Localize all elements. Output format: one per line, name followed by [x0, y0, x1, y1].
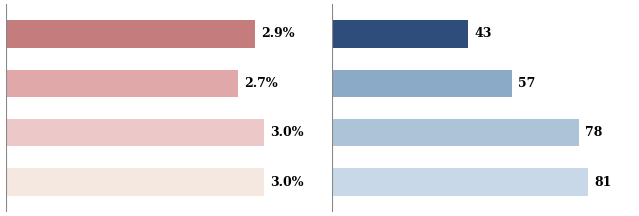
Text: 81: 81 [594, 176, 612, 189]
Bar [332, 168, 589, 196]
Text: 78: 78 [585, 126, 602, 139]
Text: 2.7%: 2.7% [244, 77, 278, 90]
Bar [332, 70, 512, 97]
Bar [6, 70, 238, 97]
Text: 2.9%: 2.9% [261, 27, 295, 40]
Bar [332, 20, 468, 48]
Bar [6, 119, 264, 146]
Text: 43: 43 [474, 27, 491, 40]
Bar [6, 168, 264, 196]
Bar [332, 119, 579, 146]
Bar [6, 20, 255, 48]
Text: 3.0%: 3.0% [270, 176, 304, 189]
Text: 3.0%: 3.0% [270, 126, 304, 139]
Text: 57: 57 [518, 77, 536, 90]
